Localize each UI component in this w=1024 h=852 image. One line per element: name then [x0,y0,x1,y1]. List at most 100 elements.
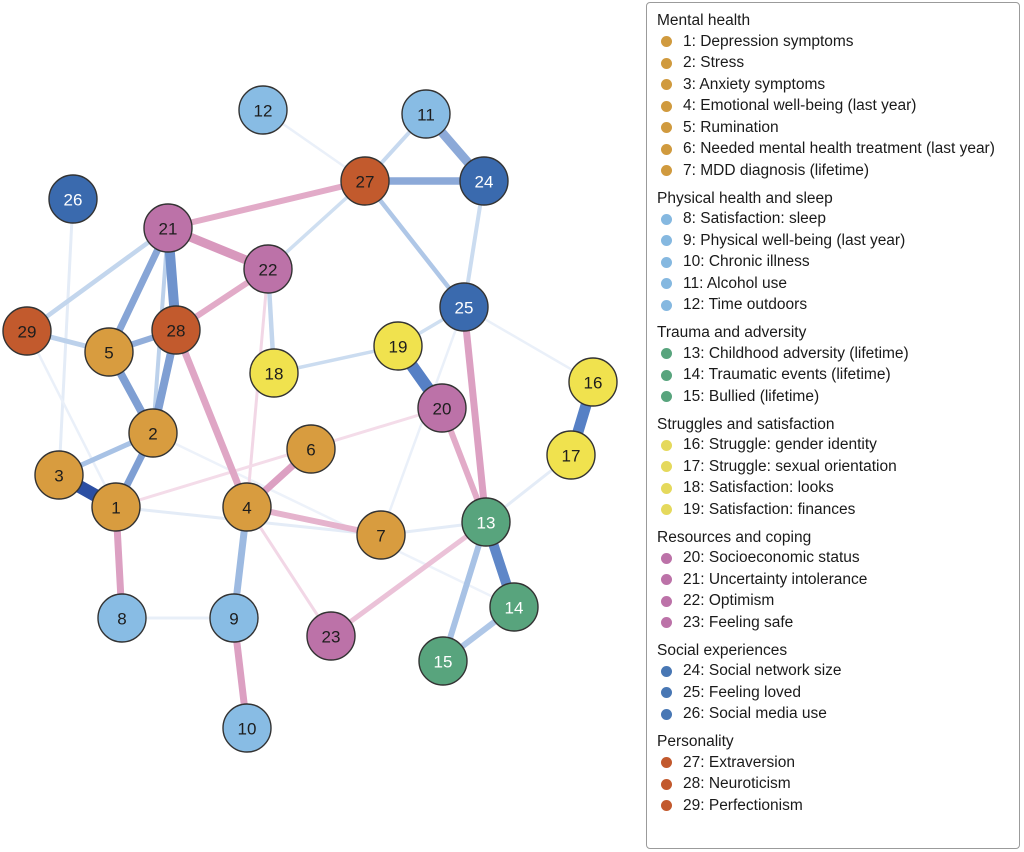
node-22-resources: 22 [243,244,293,294]
node-label-13: 13 [477,514,496,533]
node-label-22: 22 [259,261,278,280]
node-label-18: 18 [265,365,284,384]
node-28-personality: 28 [151,305,201,355]
legend-item-3: 3: Anxiety symptoms [657,74,1011,96]
legend-item-26: 26: Social media use [657,704,1011,726]
node-circle-27 [340,156,390,206]
legend-item-label: 28: Neuroticism [683,775,791,793]
node-circle-3 [34,450,84,500]
node-label-8: 8 [117,610,126,629]
node-27-personality: 27 [340,156,390,206]
edge-25-27-positive [362,178,467,310]
legend-item-label: 21: Uncertainty intolerance [683,570,868,588]
legend-item-label: 14: Traumatic events (lifetime) [683,366,891,384]
legend-item-7: 7: MDD diagnosis (lifetime) [657,160,1011,182]
legend-dot-icon [661,482,672,494]
node-3-mental: 3 [34,450,84,500]
legend-item-25: 25: Feeling loved [657,682,1011,704]
legend-item-8: 8: Satisfaction: sleep [657,209,1011,231]
node-label-12: 12 [254,102,273,121]
node-6-mental: 6 [286,424,336,474]
legend-item-label: 3: Anxiety symptoms [683,75,826,93]
node-16-struggle: 16 [568,357,618,407]
node-label-1: 1 [111,499,120,518]
legend-dot-icon [661,79,672,91]
node-24-social: 24 [459,156,509,206]
legend-item-1: 1: Depression symptoms [657,31,1011,53]
legend-dot-icon [661,100,672,112]
edge-20-1-negative [114,406,444,509]
node-19-struggle: 19 [373,321,423,371]
node-label-17: 17 [562,447,581,466]
node-label-20: 20 [433,400,452,419]
node-circle-8 [97,593,147,643]
legend-item-label: 8: Satisfaction: sleep [683,210,827,228]
edge-21-27-negative [165,178,368,231]
node-label-23: 23 [322,628,341,647]
node-label-15: 15 [434,653,453,672]
legend-dot-icon [661,757,672,769]
node-circle-26 [48,174,98,224]
legend-item-22: 22: Optimism [657,591,1011,613]
legend-item-label: 23: Feeling safe [683,613,794,631]
node-4-mental: 4 [222,482,272,532]
legend-item-16: 16: Struggle: gender identity [657,435,1011,457]
node-circle-12 [238,85,288,135]
legend-item-label: 17: Struggle: sexual orientation [683,457,897,475]
node-2-mental: 2 [128,408,178,458]
legend-dot-icon [661,595,672,607]
legend-item-24: 24: Social network size [657,661,1011,683]
legend-item-label: 22: Optimism [683,592,775,610]
node-label-9: 9 [229,610,238,629]
edge-13-23-negative [328,519,489,639]
node-23-resources: 23 [306,611,356,661]
legend-item-4: 4: Emotional well-being (last year) [657,96,1011,118]
node-9-physical: 9 [209,593,259,643]
node-label-10: 10 [238,720,257,739]
node-label-25: 25 [455,299,474,318]
node-circle-5 [84,327,134,377]
node-circle-9 [209,593,259,643]
legend-item-label: 11: Alcohol use [683,274,787,292]
node-17-struggle: 17 [546,430,596,480]
edge-26-3-positive [57,197,75,477]
node-label-2: 2 [148,425,157,444]
legend-dot-icon [661,504,672,516]
legend-dot-icon [661,778,672,790]
legend-item-20: 20: Socioeconomic status [657,548,1011,570]
node-label-16: 16 [584,374,603,393]
node-18-struggle: 18 [249,348,299,398]
legend-item-label: 25: Feeling loved [683,683,802,701]
legend-dot-icon [661,439,672,451]
node-label-21: 21 [159,220,178,239]
edge-4-23-negative [245,505,333,638]
legend-item-21: 21: Uncertainty intolerance [657,569,1011,591]
node-circle-29 [2,306,52,356]
legend-group-6: Personality 27: Extraversion 28: Neurotici… [657,732,1011,817]
legend-dot-icon [661,687,672,699]
node-label-6: 6 [306,441,315,460]
legend-item-17: 17: Struggle: sexual orientation [657,456,1011,478]
legend-dot-icon [661,36,672,48]
edge-21-29-positive [24,225,171,334]
legend-group-title: Personality [657,733,734,750]
node-10-physical: 10 [222,703,272,753]
node-circle-17 [546,430,596,480]
node-label-3: 3 [54,467,63,486]
node-circle-6 [286,424,336,474]
legend-group-4: Resources and coping 20: Socioeconomic st… [657,528,1011,634]
node-21-resources: 21 [143,203,193,253]
legend-dot-icon [661,235,672,247]
node-circle-25 [439,282,489,332]
node-label-24: 24 [475,173,494,192]
node-25-social: 25 [439,282,489,332]
legend-item-label: 7: MDD diagnosis (lifetime) [683,161,870,179]
legend-group-5: Social experiences 24: Social network siz… [657,641,1011,726]
legend-item-label: 29: Perfectionism [683,796,803,814]
edge-28-4-negative [172,326,251,511]
node-label-19: 19 [389,338,408,357]
legend-dot-icon [661,574,672,586]
legend-item-6: 6: Needed mental health treatment (last … [657,139,1011,161]
legend-item-10: 10: Chronic illness [657,252,1011,274]
